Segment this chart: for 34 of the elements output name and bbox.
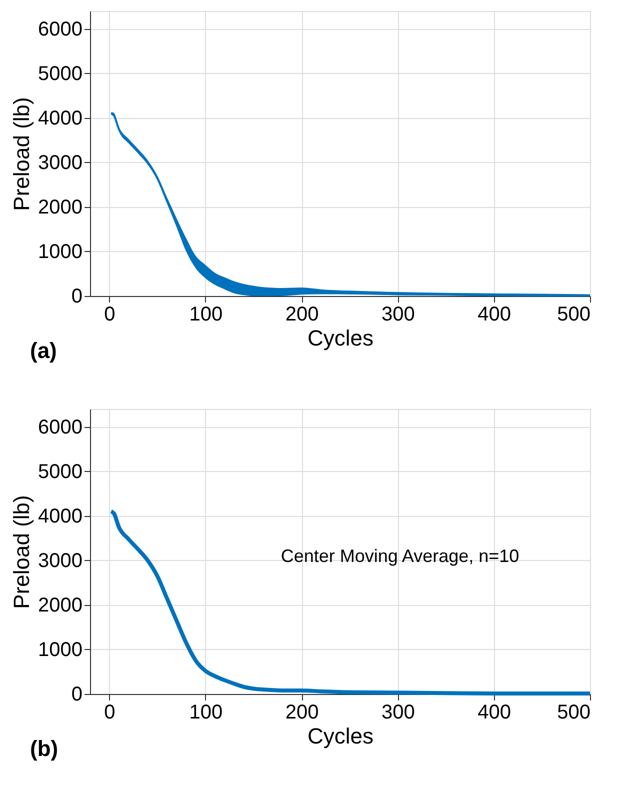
y-tick-label: 2000 [38,594,82,616]
y-tick-label: 2000 [38,196,82,218]
line-series [109,509,592,696]
x-tick-label: 200 [285,304,319,326]
text: (b) [30,736,58,761]
x-tick-label: 500 [557,304,590,326]
y-axis-title: Preload (lb) [9,97,34,211]
x-tick-label: 100 [189,702,223,724]
x-tick-label: 400 [478,304,512,326]
y-tick-label: 0 [71,286,82,308]
x-tick-label: 400 [478,702,512,724]
x-tick-label: 100 [189,304,223,326]
x-axis-title: Cycles [307,326,374,350]
y-tick-label: 3000 [38,550,82,572]
y-axis-title: Preload (lb) [9,495,34,609]
x-tick-label: 300 [382,702,415,724]
y-tick-label: 5000 [38,62,82,85]
x-tick-label: 300 [382,304,415,326]
y-tick-label: 1000 [38,638,82,661]
y-tick-label: 0 [71,684,82,706]
y-tick-label: 3000 [38,152,82,174]
x-tick-label: 200 [285,702,319,724]
text: (a) [30,338,57,363]
annotation: Center Moving Average, n=10 [280,546,520,566]
y-tick-label: 4000 [38,505,82,528]
x-tick-label: 500 [557,702,590,724]
y-tick-label: 1000 [38,240,82,263]
x-tick-label: 0 [104,702,116,724]
y-tick-label: 4000 [38,107,82,130]
y-tick-label: 6000 [38,416,82,438]
x-tick-label: 0 [104,304,116,326]
y-tick-label: 6000 [38,18,82,40]
x-axis-title: Cycles [307,724,374,748]
y-tick-label: 5000 [38,460,82,483]
